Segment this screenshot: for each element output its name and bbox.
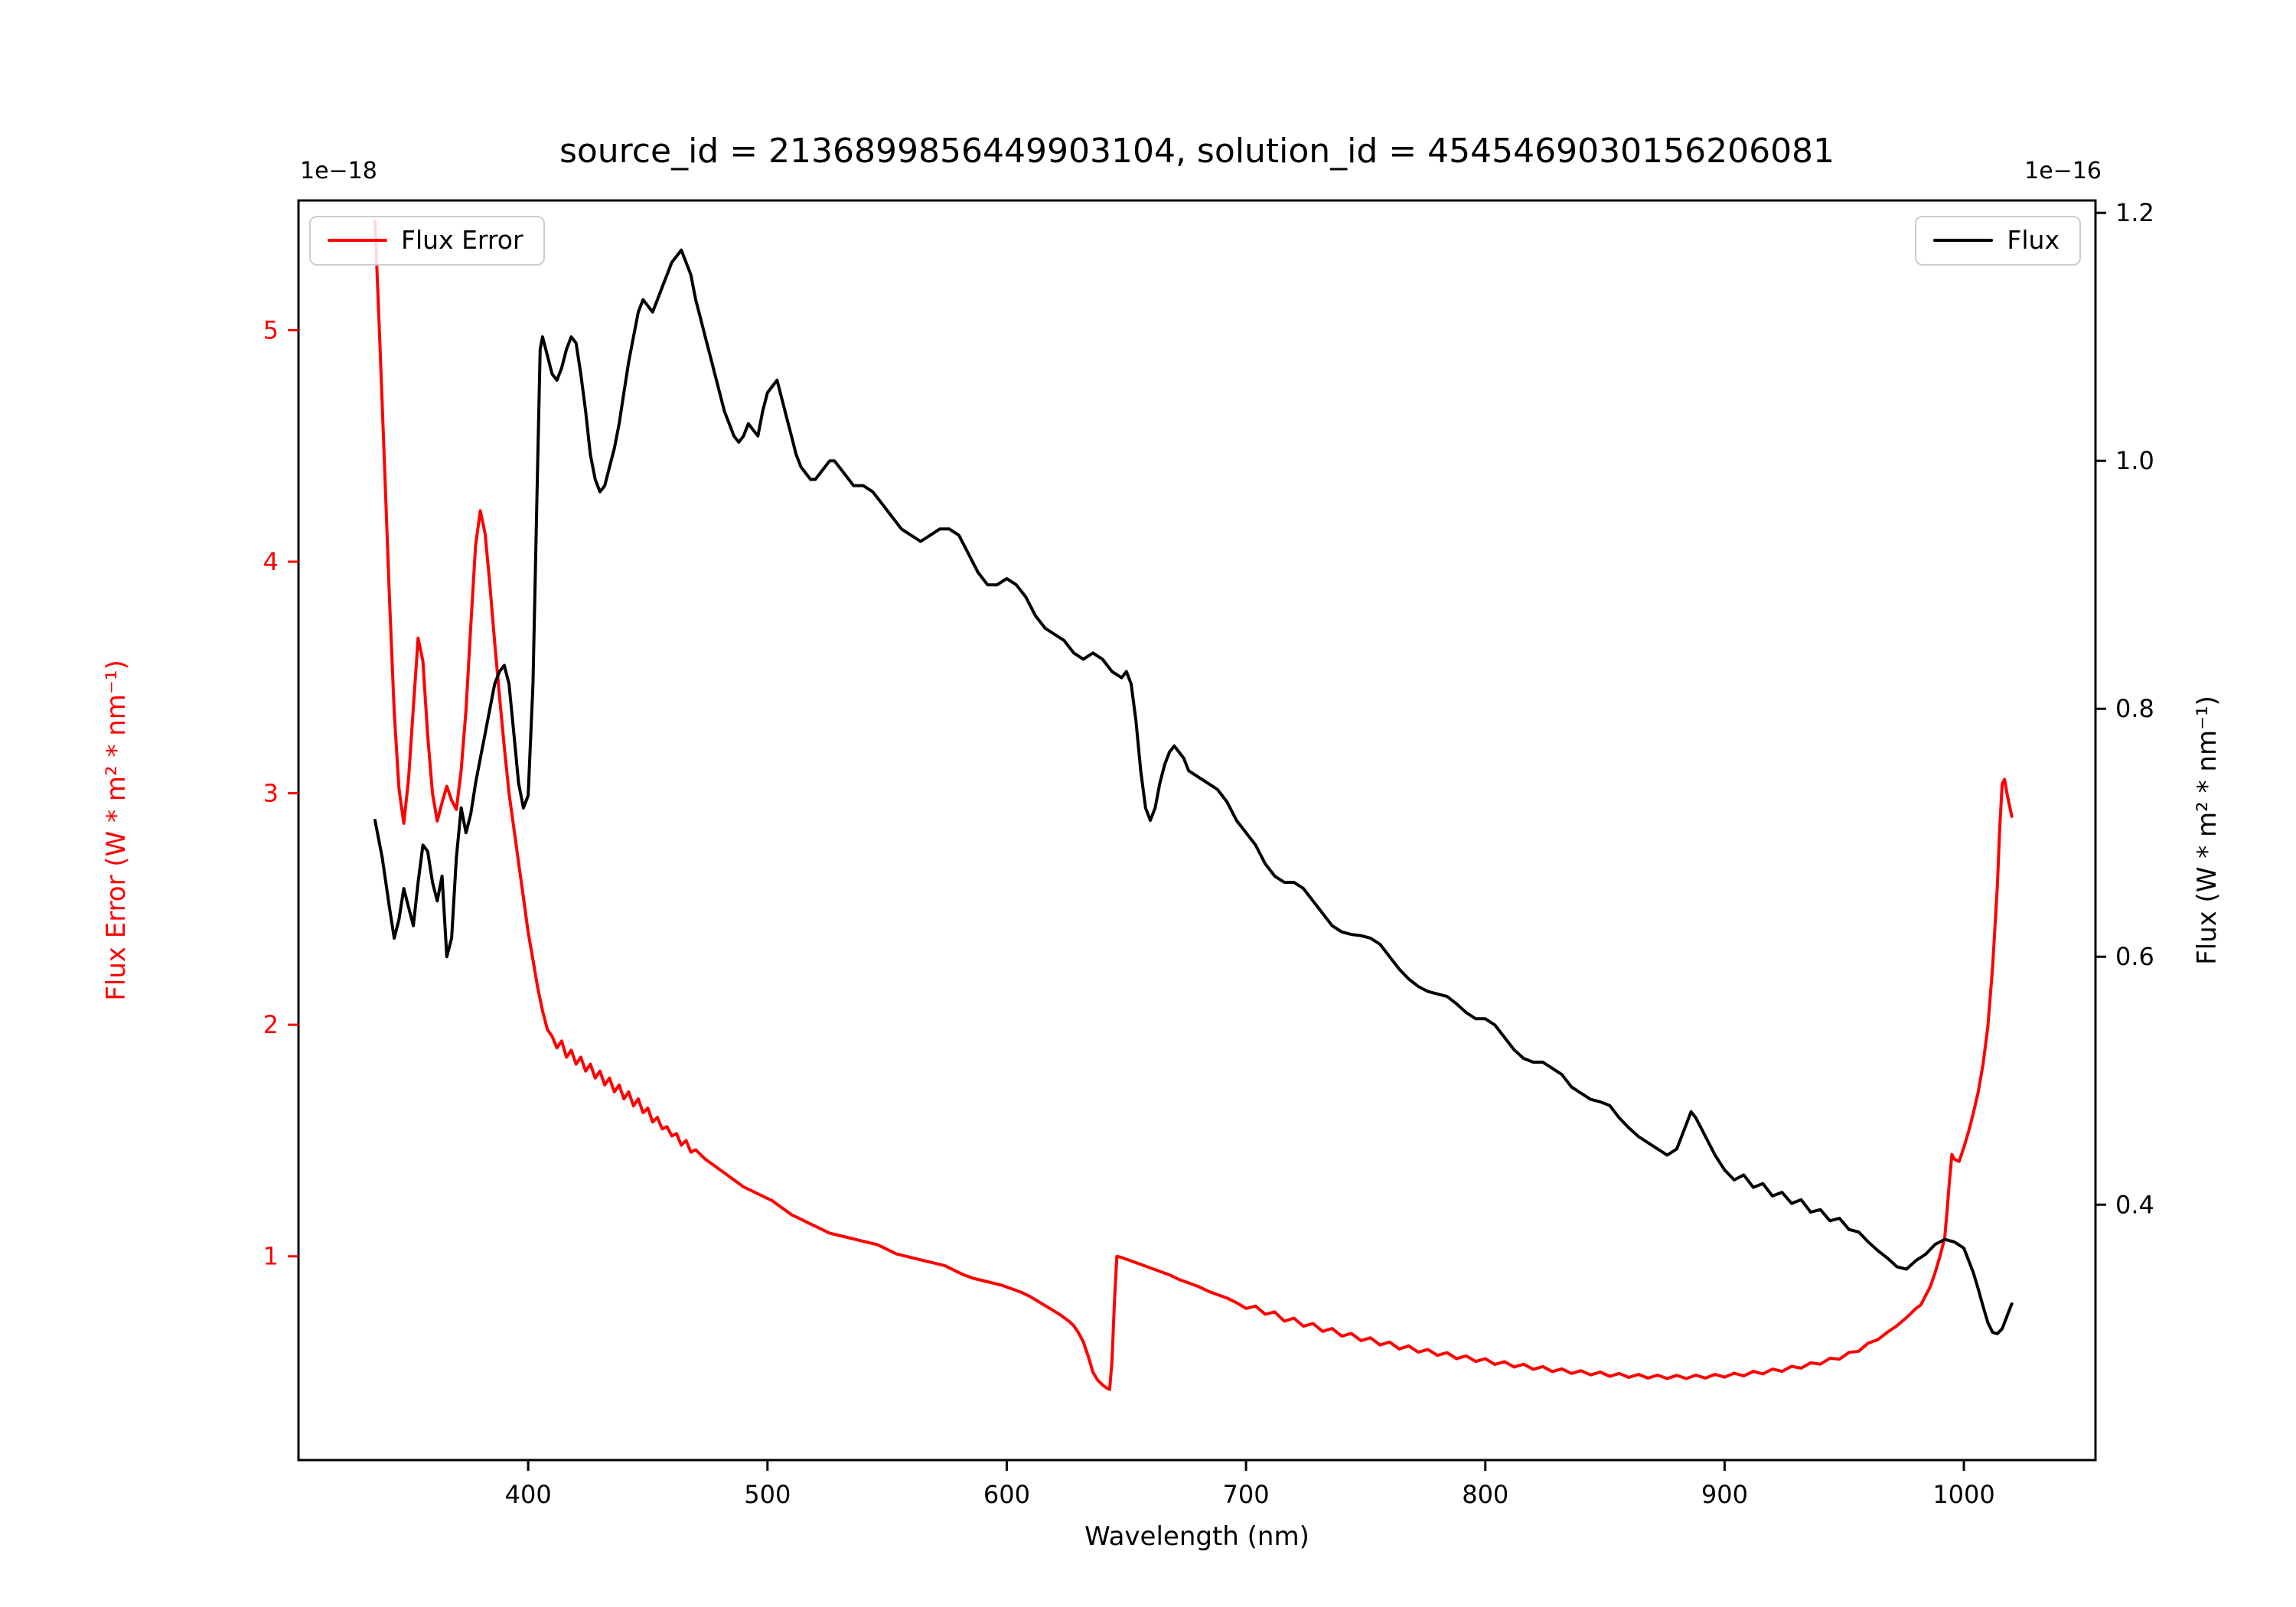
x-tick-label: 1000 (1932, 1480, 1994, 1509)
left-y-tick-label: 4 (263, 547, 279, 576)
flux-line (373, 248, 2014, 1335)
right-y-tick-label: 0.6 (2115, 942, 2154, 971)
plot-frame (297, 199, 2097, 1462)
legend-flux-error: Flux Error (309, 216, 545, 266)
left-y-tick-label: 2 (263, 1010, 279, 1039)
left-y-tick-label: 3 (263, 779, 279, 808)
left-axis-offset-text: 1e−18 (300, 158, 377, 184)
right-y-tick-label: 1.2 (2115, 198, 2154, 227)
left-y-tick-label: 5 (263, 315, 279, 344)
flux-legend-label: Flux (2007, 225, 2060, 255)
flux-error-line (373, 220, 2014, 1391)
left-y-tick-label: 1 (263, 1242, 279, 1271)
legend-flux: Flux (1915, 216, 2081, 266)
right-axis-offset-text: 1e−16 (2024, 158, 2102, 184)
right-y-tick-label: 1.0 (2115, 446, 2154, 475)
right-y-tick-label: 0.8 (2115, 694, 2154, 723)
right-y-axis-label: Flux (W * m² * nm⁻¹) (2192, 696, 2223, 965)
x-tick-label: 500 (744, 1480, 791, 1509)
flux-error-legend-label: Flux Error (401, 225, 523, 255)
x-axis-label: Wavelength (nm) (1084, 1521, 1309, 1552)
x-tick-label: 900 (1701, 1480, 1748, 1509)
plot-title: source_id = 2136899856449903104, solutio… (559, 132, 1835, 171)
x-tick-label: 600 (983, 1480, 1030, 1509)
x-tick-label: 800 (1462, 1480, 1508, 1509)
x-tick-label: 700 (1223, 1480, 1270, 1509)
flux-legend-line-sample (1933, 238, 1994, 242)
flux-error-legend-line-sample (328, 238, 387, 242)
left-y-axis-label: Flux Error (W * m² * nm⁻¹) (101, 660, 132, 1001)
x-tick-label: 400 (505, 1480, 552, 1509)
right-y-tick-label: 0.4 (2115, 1190, 2154, 1219)
